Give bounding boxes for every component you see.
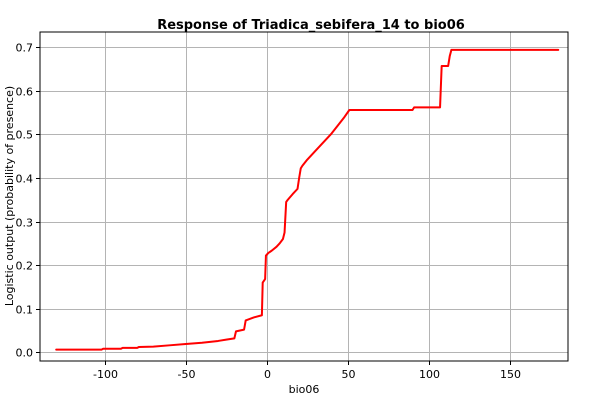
- tick-layer: -100 -50 0 50 100 150 0.0 0.1 0.2 0.3 0.4 0.5 0.6 0.7: [16, 42, 522, 382]
- y-tick-label: 0.0: [16, 347, 34, 360]
- x-tick-label: 50: [342, 368, 356, 381]
- x-tick-label: 150: [500, 368, 521, 381]
- x-tick-label: -50: [178, 368, 196, 381]
- y-tick-label: 0.4: [16, 173, 34, 186]
- x-axis-label: bio06: [289, 383, 320, 396]
- y-tick-label: 0.7: [16, 42, 34, 55]
- y-tick-label: 0.5: [16, 129, 34, 142]
- plot-frame: [39, 31, 569, 362]
- y-tick-label: 0.3: [16, 217, 34, 230]
- response-curve: [55, 48, 560, 351]
- series-layer: [55, 48, 560, 351]
- x-tick-label: 100: [419, 368, 440, 381]
- y-axis-label: Logistic output (probability of presence…: [3, 86, 16, 306]
- x-tick-label: -100: [93, 368, 118, 381]
- y-tick-label: 0.1: [16, 304, 34, 317]
- grid-layer: [40, 32, 568, 361]
- y-tick-label: 0.6: [16, 86, 34, 99]
- chart-title: Response of Triadica_sebifera_14 to bio0…: [157, 18, 465, 33]
- y-tick-label: 0.2: [16, 260, 34, 273]
- x-tick-label: 0: [264, 368, 271, 381]
